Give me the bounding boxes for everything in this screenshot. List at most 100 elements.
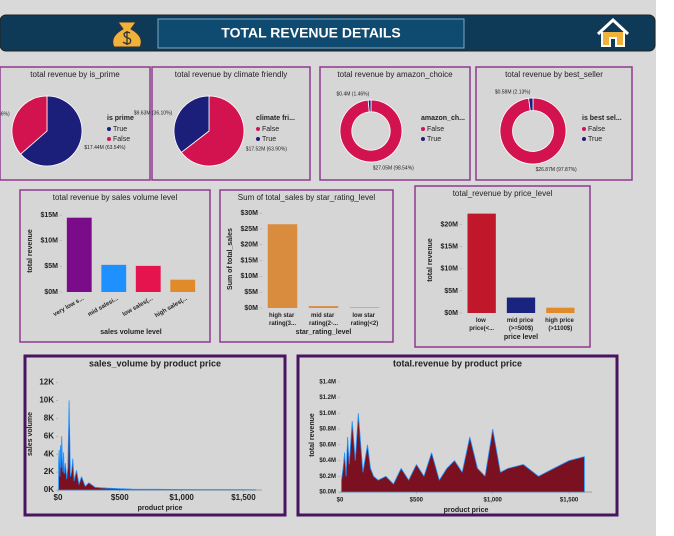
chart-title: total revenue by best_seller: [505, 70, 603, 79]
legend-marker: [582, 137, 586, 141]
legend-title: amazon_ch...: [421, 115, 465, 122]
bar: [101, 264, 127, 292]
legend-marker: [256, 127, 260, 131]
legend-entry: False: [113, 136, 130, 143]
money-bag-icon: [112, 21, 142, 48]
x-tick-label: high price (>1100$): [545, 318, 575, 332]
area: [341, 413, 585, 493]
y-tick-label: $15M: [40, 212, 58, 219]
legend-entry: True: [588, 136, 602, 143]
legend-entry: True: [427, 136, 441, 143]
pie: [11, 95, 83, 167]
y-tick-label: $1.0M: [319, 411, 336, 417]
x-tick-label: $1,000: [169, 493, 194, 502]
data-label: $17.52M (63.90%): [246, 146, 287, 152]
y-tick-label: 0K: [44, 485, 54, 494]
legend-marker: [256, 137, 260, 141]
y-tick-label: $10M: [40, 238, 58, 245]
legend-entry: False: [588, 126, 605, 133]
bar: [546, 307, 575, 313]
donut-slice: [499, 97, 567, 165]
bar: [506, 297, 536, 313]
y-axis-label: total revenue: [27, 229, 34, 273]
x-tick-label: $0: [54, 493, 63, 502]
x-tick-label: $1,500: [231, 493, 256, 502]
chart-title: total revenue by is_prime: [30, 70, 120, 79]
y-axis-label: total revenue: [309, 413, 316, 457]
bar: [467, 213, 496, 313]
x-tick-label: mid price (>=500$): [507, 318, 535, 332]
x-tick-label: $0: [337, 498, 344, 504]
y-tick-label: $0M: [444, 310, 458, 317]
pie-slice: [20, 95, 83, 167]
pie-slice: [180, 95, 245, 167]
y-tick-label: $1.2M: [319, 395, 336, 401]
data-label: $17.44M (63.54%): [84, 145, 125, 151]
x-tick-label: low price(<...: [469, 318, 494, 332]
home-icon[interactable]: [596, 17, 630, 47]
y-tick-label: $0M: [44, 289, 58, 296]
y-tick-label: $1.4M: [319, 380, 336, 386]
bar: [267, 224, 298, 308]
x-tick-label: $500: [410, 498, 424, 504]
data-label: $26.87M (97.87%): [536, 167, 577, 173]
chart-title: total.revenue by product price: [393, 358, 522, 368]
pie: [339, 99, 403, 163]
y-tick-label: $0.4M: [319, 458, 336, 464]
legend-title: is prime: [107, 115, 134, 122]
pie-slice: [173, 95, 210, 153]
data-label: $9.63M (36.10%): [134, 110, 173, 116]
x-tick-label: mid star rating(2-...: [309, 313, 338, 327]
data-label: $0.4M (1.46%): [337, 91, 370, 97]
donut-slice: [339, 99, 403, 163]
x-tick-label: low star rating(<2): [351, 313, 379, 327]
legend-title: climate fri...: [256, 115, 295, 122]
y-tick-label: $10M: [240, 273, 258, 280]
bar: [170, 279, 196, 292]
chart-title: Sum of total_sales by star_rating_level: [238, 193, 376, 202]
bar: [308, 306, 339, 308]
chart-panel: [219, 189, 394, 343]
legend-marker: [107, 137, 111, 141]
legend-entry: False: [262, 126, 279, 133]
y-tick-label: $5M: [444, 288, 458, 295]
y-tick-label: $20M: [440, 222, 458, 229]
x-axis-label: price level: [504, 334, 538, 341]
y-tick-label: $5M: [44, 263, 58, 270]
bar: [66, 217, 92, 292]
chart-title: total_revenue by price_level: [453, 189, 553, 198]
data-label: $0.58M (2.13%): [495, 89, 531, 95]
legend-marker: [582, 127, 586, 131]
y-tick-label: $30M: [240, 210, 258, 217]
y-tick-label: 2K: [44, 467, 54, 476]
y-axis-label: sales volume: [27, 412, 34, 456]
x-axis-label: sales volume level: [100, 329, 162, 336]
y-tick-label: 6K: [44, 431, 54, 440]
chart-title: total revenue by climate friendly: [175, 70, 288, 79]
y-tick-label: $10M: [440, 266, 458, 273]
data-label: $10.01M (36.46%): [0, 111, 10, 117]
x-axis-label: product price: [138, 505, 183, 512]
chart-title: sales_volume by product price: [89, 358, 221, 368]
y-axis-label: Sum of total_sales: [227, 228, 234, 290]
x-axis-label: star_rating_level: [296, 329, 352, 336]
header-title-box: [157, 18, 465, 49]
donut-slice: [367, 99, 372, 113]
y-tick-label: 10K: [39, 396, 54, 405]
y-tick-label: 8K: [44, 413, 54, 422]
y-tick-label: 12K: [39, 378, 54, 387]
x-tick-label: high star rating(3...: [269, 313, 296, 327]
y-tick-label: $0.6M: [319, 442, 336, 448]
y-tick-label: $15M: [240, 257, 258, 264]
legend-title: is best sel...: [582, 115, 622, 122]
pie: [173, 95, 245, 167]
y-tick-label: 4K: [44, 449, 54, 458]
legend-marker: [107, 127, 111, 131]
pie-slice: [11, 95, 48, 155]
y-tick-label: $0.0M: [319, 490, 336, 496]
y-tick-label: $0M: [244, 305, 258, 312]
x-tick-label: $500: [111, 493, 129, 502]
y-tick-label: $0.2M: [319, 474, 336, 480]
chart-panel: [23, 354, 287, 517]
